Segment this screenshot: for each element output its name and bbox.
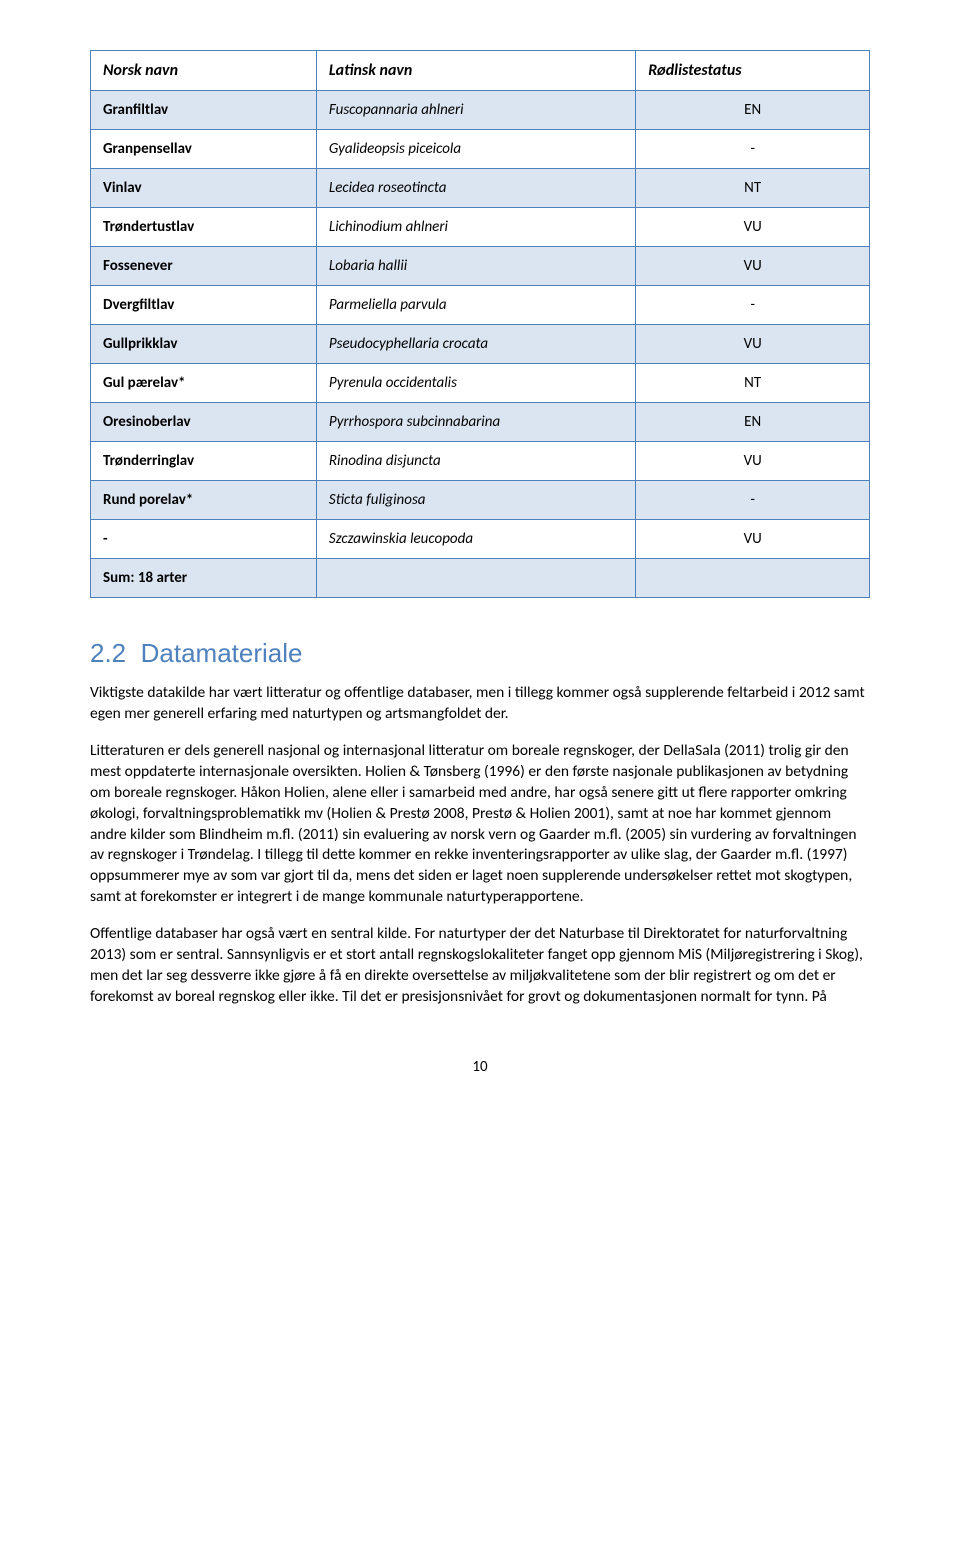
table-sum-row: Sum: 18 arter [91, 559, 870, 598]
table-row: -Szczawinskia leucopodaVU [91, 520, 870, 559]
table-cell: Pyrenula occidentalis [316, 364, 635, 403]
table-cell [316, 559, 635, 598]
table-cell: NT [636, 364, 870, 403]
table-cell: EN [636, 403, 870, 442]
table-row: TrønderringlavRinodina disjunctaVU [91, 442, 870, 481]
table-cell: Gullprikklav [91, 325, 317, 364]
section-title: Datamateriale [141, 638, 303, 668]
body-paragraph: Viktigste datakilde har vært litteratur … [90, 683, 870, 725]
table-cell: Trøndertustlav [91, 208, 317, 247]
table-cell: Fossenever [91, 247, 317, 286]
table-cell: Lichinodium ahlneri [316, 208, 635, 247]
section-number: 2.2 [90, 638, 126, 668]
table-row: OresinoberlavPyrrhospora subcinnabarinaE… [91, 403, 870, 442]
table-cell: Pseudocyphellaria crocata [316, 325, 635, 364]
table-cell: VU [636, 325, 870, 364]
table-cell: Oresinoberlav [91, 403, 317, 442]
table-cell: Lecidea roseotincta [316, 169, 635, 208]
species-table: Norsk navnLatinsk navnRødlistestatusGran… [90, 50, 870, 598]
table-cell: Szczawinskia leucopoda [316, 520, 635, 559]
table-cell: Lobaria hallii [316, 247, 635, 286]
table-header: Latinsk navn [316, 51, 635, 91]
table-cell: Sticta fuliginosa [316, 481, 635, 520]
table-row: GullprikklavPseudocyphellaria crocataVU [91, 325, 870, 364]
table-cell: VU [636, 520, 870, 559]
table-row: Gul pærelav*Pyrenula occidentalisNT [91, 364, 870, 403]
table-cell: Dvergfiltlav [91, 286, 317, 325]
table-row: VinlavLecidea roseotinctaNT [91, 169, 870, 208]
section-heading: 2.2 Datamateriale [90, 638, 870, 669]
table-row: TrøndertustlavLichinodium ahlneriVU [91, 208, 870, 247]
table-cell: - [91, 520, 317, 559]
body-paragraph: Litteraturen er dels generell nasjonal o… [90, 741, 870, 908]
table-cell: Rund porelav* [91, 481, 317, 520]
table-cell: Gyalideopsis piceicola [316, 130, 635, 169]
table-header: Norsk navn [91, 51, 317, 91]
table-cell: Trønderringlav [91, 442, 317, 481]
table-cell: - [636, 130, 870, 169]
table-cell [636, 559, 870, 598]
table-cell: Granpensellav [91, 130, 317, 169]
table-cell: Sum: 18 arter [91, 559, 317, 598]
table-header: Rødlistestatus [636, 51, 870, 91]
table-cell: EN [636, 91, 870, 130]
table-cell: Fuscopannaria ahlneri [316, 91, 635, 130]
table-cell: Gul pærelav* [91, 364, 317, 403]
body-paragraphs: Viktigste datakilde har vært litteratur … [90, 683, 870, 1008]
table-row: FosseneverLobaria halliiVU [91, 247, 870, 286]
table-cell: Rinodina disjuncta [316, 442, 635, 481]
table-cell: Parmeliella parvula [316, 286, 635, 325]
table-cell: - [636, 286, 870, 325]
table-cell: VU [636, 208, 870, 247]
table-row: DvergfiltlavParmeliella parvula- [91, 286, 870, 325]
body-paragraph: Offentlige databaser har også vært en se… [90, 924, 870, 1008]
table-row: GranfiltlavFuscopannaria ahlneriEN [91, 91, 870, 130]
table-cell: NT [636, 169, 870, 208]
table-cell: Pyrrhospora subcinnabarina [316, 403, 635, 442]
table-row: GranpensellavGyalideopsis piceicola- [91, 130, 870, 169]
table-cell: Vinlav [91, 169, 317, 208]
table-cell: - [636, 481, 870, 520]
table-cell: VU [636, 247, 870, 286]
table-row: Rund porelav*Sticta fuliginosa- [91, 481, 870, 520]
table-cell: VU [636, 442, 870, 481]
table-cell: Granfiltlav [91, 91, 317, 130]
page-number: 10 [90, 1058, 870, 1076]
